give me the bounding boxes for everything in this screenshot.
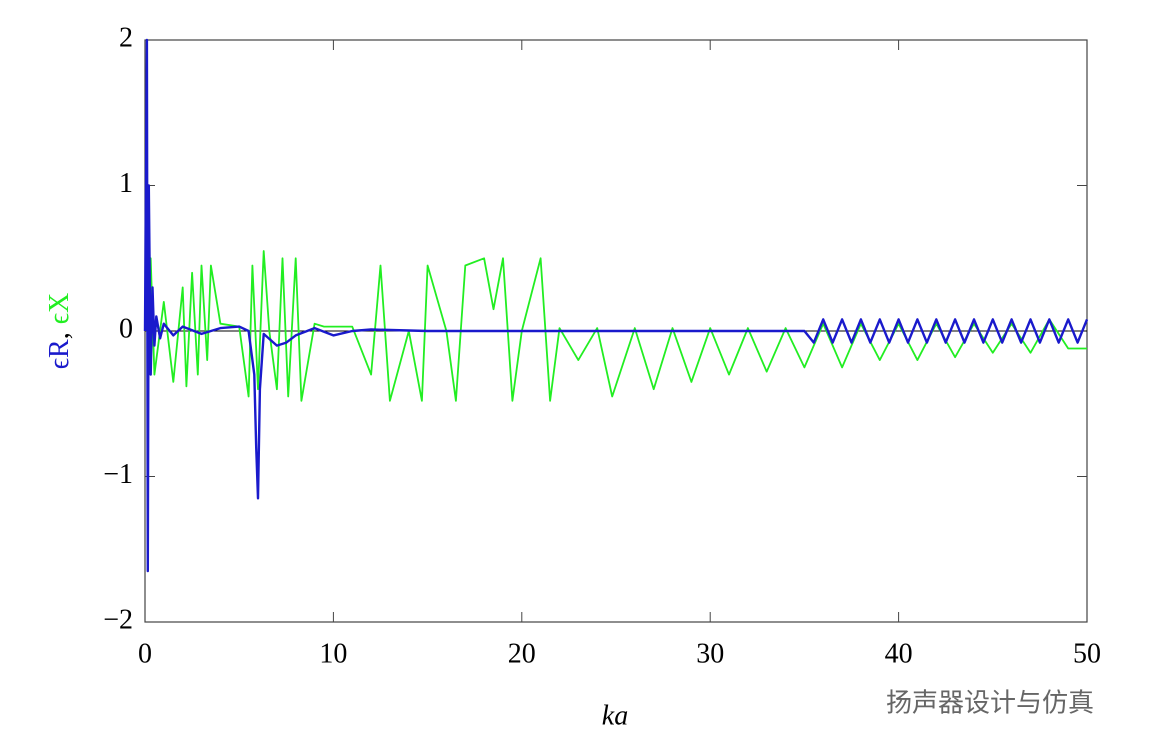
y-axis-label-text: ϵR, ϵX [44, 293, 75, 370]
series-line [144, 250, 1087, 402]
y-tick-label: 1 [119, 168, 133, 199]
y-tick-label: −2 [103, 604, 133, 635]
y-tick-label: 2 [119, 22, 133, 53]
x-tick-label: 30 [696, 638, 724, 669]
y-axis-label: ϵR, ϵX [44, 293, 75, 370]
series-line [143, 38, 1089, 573]
x-axis-label: ka [602, 700, 628, 731]
x-tick-label: 0 [138, 638, 152, 669]
y-tick-label: −1 [103, 459, 133, 490]
watermark: 扬声器设计与仿真 [886, 689, 1094, 719]
x-tick-label: 40 [885, 638, 913, 669]
y-label-series: ϵX [44, 293, 75, 325]
x-tick-label: 50 [1073, 638, 1101, 669]
y-tick-label: 0 [119, 313, 133, 344]
x-tick-label: 10 [319, 638, 347, 669]
y-label-separator: , [44, 332, 75, 339]
y-label-series: ϵR [44, 339, 75, 369]
x-tick-label: 20 [508, 638, 536, 669]
